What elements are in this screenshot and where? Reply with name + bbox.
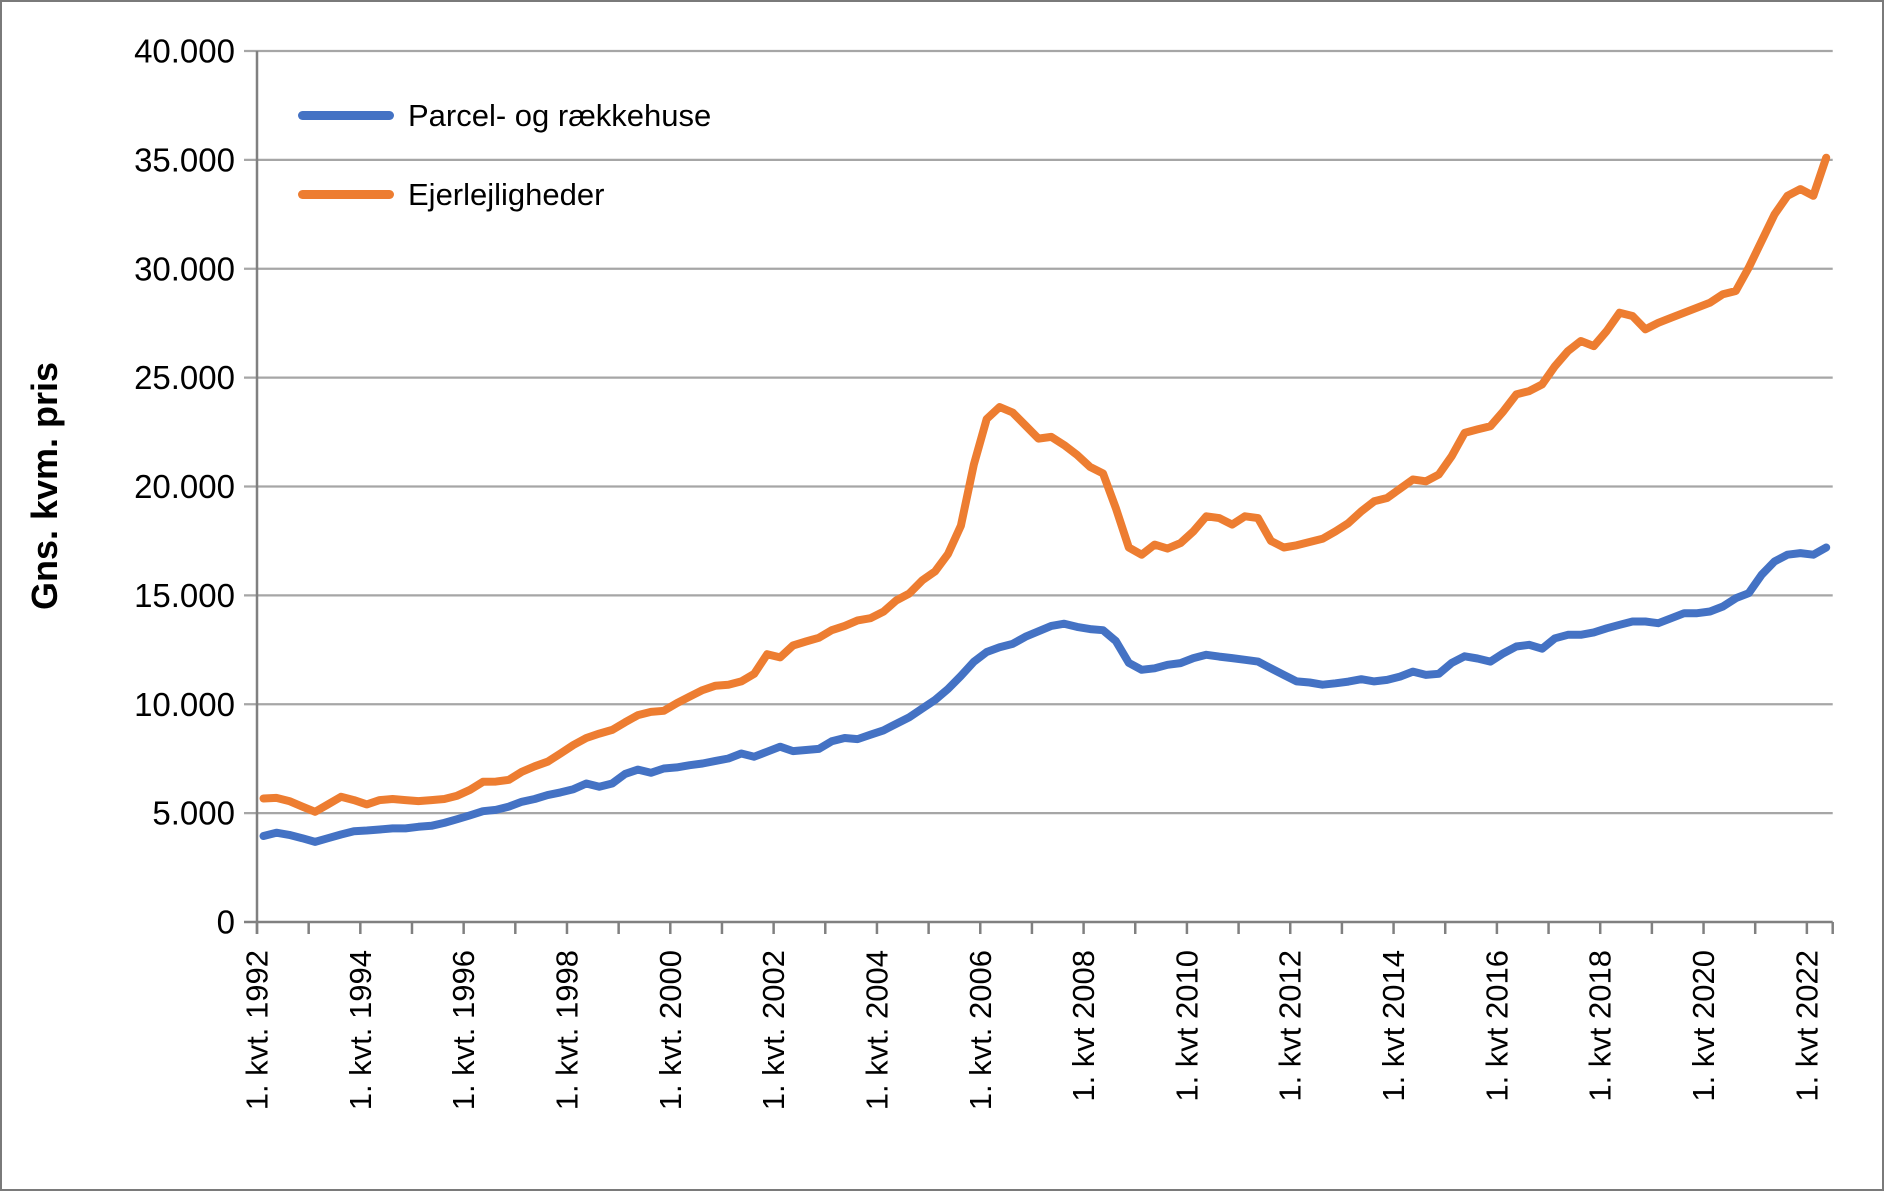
legend-line-sample-blue [298, 110, 394, 120]
y-axis-tick-labels: 0 5.000 10.000 15.000 20.000 25.000 30.000 35.0… [134, 33, 235, 941]
x-tick-label: 1. kvt 2016 [1479, 950, 1514, 1102]
x-tick-label: 1. kvt. 2004 [859, 950, 894, 1110]
y-tick-label: 0 [217, 904, 235, 941]
legend-item-ejerlejligheder: Ejerlejligheder [298, 172, 604, 216]
y-axis-title: Gns. kvm. pris [24, 362, 65, 610]
y-tick-label: 40.000 [134, 33, 235, 70]
x-tick-label: 1. kvt. 1994 [343, 950, 378, 1110]
legend-line-sample-orange [298, 189, 394, 199]
x-tick-label: 1. kvt 2008 [1066, 950, 1101, 1102]
x-axis-tick-labels: 1. kvt. 1992 1. kvt. 1994 1. kvt. 1996 1. k… [240, 950, 1825, 1110]
axes [244, 51, 1834, 934]
y-tick-label: 5.000 [152, 795, 235, 832]
legend-label: Parcel- og rækkehuse [408, 97, 712, 133]
x-tick-label: 1. kvt. 2006 [963, 950, 998, 1110]
legend-item-parcel-og-raekkehuse: Parcel- og rækkehuse [298, 93, 711, 137]
y-tick-label: 35.000 [134, 141, 235, 178]
y-tick-label: 20.000 [134, 468, 235, 505]
x-tick-label: 1. kvt. 2002 [756, 950, 791, 1110]
y-tick-label: 30.000 [134, 250, 235, 287]
y-tick-label: 10.000 [134, 686, 235, 723]
x-tick-label: 1. kvt 2022 [1789, 950, 1824, 1102]
series-line-ejerlejligheder [259, 153, 1831, 816]
x-tick-label: 1. kvt. 2000 [653, 950, 688, 1110]
y-tick-label: 15.000 [134, 577, 235, 614]
y-tick-label: 25.000 [134, 359, 235, 396]
x-tick-label: 1. kvt. 1996 [446, 950, 481, 1110]
gridlines [244, 49, 1833, 815]
series-line-parcel-og-raekkehuse [259, 543, 1831, 846]
x-tick-label: 1. kvt 2018 [1583, 950, 1618, 1102]
x-tick-label: 1. kvt 2010 [1169, 950, 1204, 1102]
x-tick-label: 1. kvt 2014 [1376, 950, 1411, 1102]
x-tick-label: 1. kvt 2020 [1686, 950, 1721, 1102]
series-lines [259, 153, 1831, 846]
x-tick-label: 1. kvt. 1998 [549, 950, 584, 1110]
x-tick-label: 1. kvt 2012 [1273, 950, 1308, 1102]
legend-label: Ejerlejligheder [408, 176, 605, 212]
x-tick-label: 1. kvt. 1992 [240, 950, 275, 1110]
